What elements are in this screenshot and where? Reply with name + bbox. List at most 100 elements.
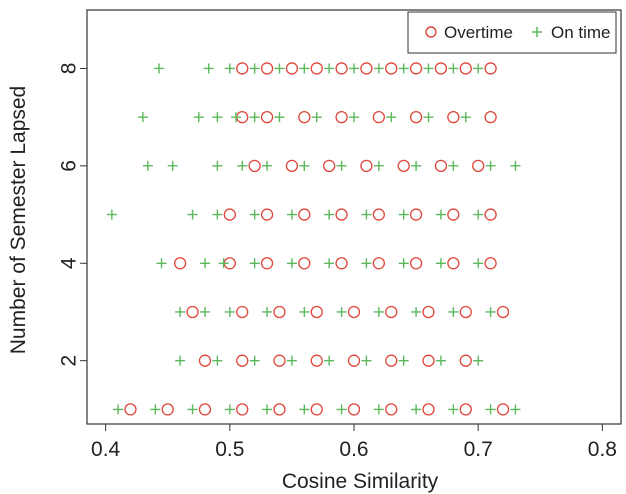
on-time-point [212, 355, 223, 366]
on-time-point [324, 258, 335, 269]
on-time-point [336, 160, 347, 171]
x-tick-label: 0.5 [215, 438, 244, 461]
on-time-point [398, 258, 409, 269]
x-tick-label: 0.6 [339, 438, 368, 461]
y-tick-label: 6 [57, 160, 80, 172]
on-time-point [448, 306, 459, 317]
on-time-point [274, 63, 285, 74]
on-time-point [373, 160, 384, 171]
x-tick-label: 0.8 [588, 438, 617, 461]
on-time-point [175, 306, 186, 317]
overtime-point [422, 354, 435, 367]
on-time-point [435, 355, 446, 366]
on-time-point [224, 63, 235, 74]
on-time-point [299, 160, 310, 171]
on-time-point [448, 404, 459, 415]
overtime-point [335, 257, 348, 270]
on-time-point [262, 404, 273, 415]
on-time-point [311, 112, 322, 123]
overtime-point [173, 257, 187, 270]
overtime-point [434, 62, 448, 75]
overtime-point [186, 305, 199, 319]
overtime-point [335, 62, 348, 75]
on-time-point [324, 63, 335, 74]
overtime-point [484, 257, 497, 270]
on-time-point [485, 306, 496, 317]
on-time-point [448, 160, 459, 171]
on-time-point [142, 160, 153, 171]
overtime-point [236, 62, 249, 75]
on-time-point [106, 209, 117, 220]
on-time-point [262, 160, 273, 171]
on-time-point [224, 306, 235, 317]
overtime-point [161, 403, 174, 416]
on-time-point [349, 63, 359, 74]
overtime-point [496, 403, 510, 416]
overtime-point [298, 257, 311, 270]
overtime-point [484, 62, 497, 75]
on-time-point [137, 112, 148, 123]
overtime-point [198, 403, 212, 416]
on-time-point [373, 306, 384, 317]
overtime-point [260, 62, 274, 75]
on-time-point [150, 404, 161, 415]
on-time-point [411, 404, 422, 415]
on-time-point [336, 404, 347, 415]
on-time-point [249, 209, 260, 220]
on-time-point [218, 258, 229, 269]
on-time-point [473, 355, 484, 366]
overtime-point [323, 159, 336, 173]
overtime-point [223, 208, 236, 221]
on-time-point [193, 112, 204, 123]
overtime-point [372, 111, 385, 124]
on-time-point [249, 63, 260, 74]
on-time-point [510, 404, 521, 415]
overtime-point [260, 257, 274, 270]
overtime-point [447, 257, 460, 270]
overtime-point [273, 305, 286, 319]
overtime-point [447, 208, 460, 221]
overtime-point [459, 354, 472, 367]
overtime-point [236, 354, 249, 367]
on-time-point [361, 258, 372, 269]
overtime-point [236, 305, 249, 319]
y-tick-label: 8 [57, 63, 80, 75]
on-time-point [249, 355, 260, 366]
on-time-point [460, 112, 471, 123]
on-time-point [485, 404, 496, 415]
on-time-point [274, 112, 285, 123]
on-time-point [187, 209, 198, 220]
overtime-point [385, 305, 398, 319]
overtime-point [285, 62, 299, 75]
on-time-point [386, 112, 397, 123]
on-time-point [231, 112, 242, 123]
on-time-point [249, 112, 260, 123]
overtime-point [248, 159, 261, 173]
overtime-point [459, 62, 472, 75]
overtime-point [472, 159, 485, 173]
overtime-point [409, 111, 423, 124]
on-time-point [510, 160, 521, 171]
overtime-point [434, 159, 448, 173]
overtime-point [372, 257, 385, 270]
on-time-point [249, 258, 260, 269]
overtime-point [409, 208, 423, 221]
overtime-point [285, 159, 299, 173]
overtime-point [385, 354, 398, 367]
on-time-point [336, 306, 347, 317]
y-tick-label: 2 [57, 355, 80, 367]
overtime-point [347, 354, 361, 367]
legend-on-time-icon [532, 27, 542, 37]
on-time-point [473, 258, 484, 269]
x-axis-label: Cosine Similarity [282, 470, 439, 493]
overtime-point [360, 62, 373, 75]
on-time-point [156, 258, 167, 269]
on-time-point [212, 209, 223, 220]
overtime-point [496, 305, 510, 319]
overtime-point [409, 257, 423, 270]
on-time-point [324, 209, 335, 220]
on-time-point [423, 112, 434, 123]
on-time-point [448, 63, 459, 74]
overtime-point [298, 111, 311, 124]
on-time-point [224, 404, 235, 415]
